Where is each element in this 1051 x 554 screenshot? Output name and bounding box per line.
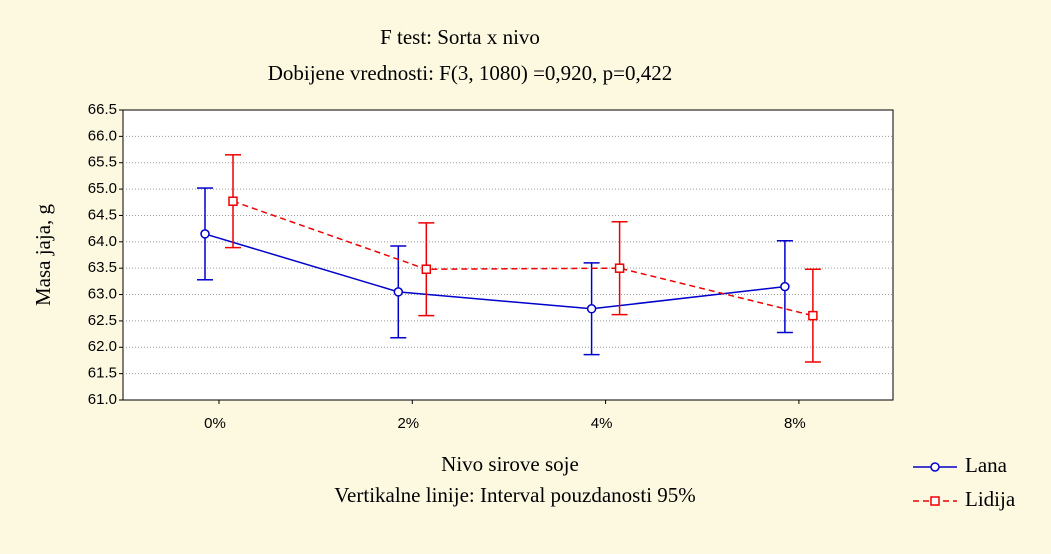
y-tick-label: 66.5 — [88, 101, 117, 118]
marker — [200, 229, 210, 239]
legend-label: Lana — [965, 453, 1008, 477]
marker — [393, 287, 404, 297]
y-tick-label: 63.5 — [88, 259, 117, 276]
y-tick-label: 62.5 — [88, 312, 117, 329]
marker — [421, 264, 432, 274]
note: Vertikalne linije: Interval pouzdanosti … — [334, 483, 696, 507]
y-tick-label: 65.0 — [88, 180, 117, 197]
marker — [808, 310, 818, 321]
y-axis-label: Masa jaja, g — [31, 203, 55, 306]
x-tick-label: 8% — [784, 415, 806, 432]
marker — [228, 196, 238, 206]
marker — [614, 263, 625, 273]
x-axis-label: Nivo sirove soje — [441, 452, 579, 476]
series-line — [232, 200, 814, 317]
plot-area — [122, 109, 894, 401]
x-tick-label: 2% — [397, 415, 419, 432]
y-tick-label: 62.0 — [88, 338, 117, 355]
y-tick-label: 66.0 — [88, 127, 117, 144]
legend-marker — [930, 496, 940, 506]
y-tick-label: 61.5 — [88, 365, 117, 382]
x-tick-label: 4% — [591, 415, 613, 432]
legend-label: Lidija — [965, 487, 1016, 511]
chart-title: F test: Sorta x nivo — [380, 25, 540, 49]
marker — [780, 281, 790, 292]
y-tick-label: 65.5 — [88, 154, 117, 171]
y-tick-label: 63.0 — [88, 286, 117, 303]
y-tick-label: 61.0 — [88, 391, 117, 408]
marker — [586, 304, 597, 314]
chart-subtitle: Dobijene vrednosti: F(3, 1080) =0,920, p… — [268, 61, 673, 85]
x-tick-label: 0% — [204, 415, 226, 432]
y-tick-label: 64.5 — [88, 206, 117, 223]
legend-marker — [930, 462, 940, 472]
series-line — [204, 233, 785, 310]
y-tick-label: 64.0 — [88, 233, 117, 250]
